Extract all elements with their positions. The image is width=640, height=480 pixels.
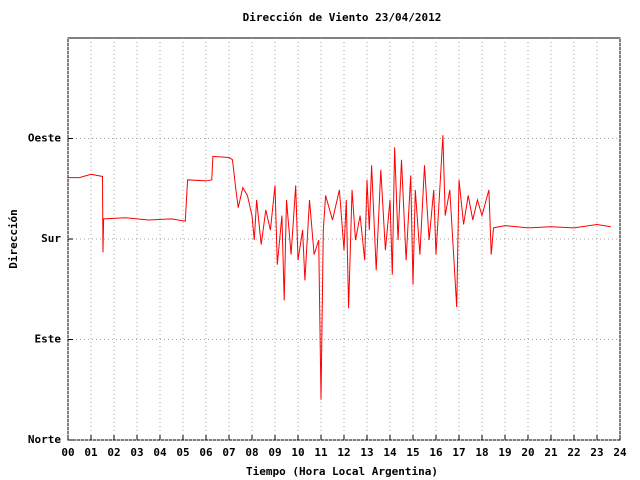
- x-tick-label: 03: [130, 446, 143, 459]
- data-line: [68, 135, 611, 400]
- x-tick-label: 05: [176, 446, 189, 459]
- x-tick-label: 16: [429, 446, 443, 459]
- x-tick-label: 12: [337, 446, 350, 459]
- y-tick-label: Este: [35, 333, 62, 346]
- x-tick-label: 22: [567, 446, 580, 459]
- y-tick-label: Norte: [28, 433, 61, 446]
- y-tick-label: Sur: [41, 232, 61, 245]
- x-axis-label: Tiempo (Hora Local Argentina): [246, 465, 438, 478]
- chart-title: Dirección de Viento 23/04/2012: [243, 11, 442, 24]
- x-tick-label: 24: [613, 446, 627, 459]
- y-tick-label: Oeste: [28, 132, 61, 145]
- x-tick-label: 20: [521, 446, 534, 459]
- x-tick-label: 18: [475, 446, 488, 459]
- x-tick-label: 04: [153, 446, 167, 459]
- x-tick-label: 06: [199, 446, 213, 459]
- x-tick-label: 00: [61, 446, 74, 459]
- y-axis-label: Dirección: [7, 209, 20, 269]
- x-tick-label: 10: [291, 446, 304, 459]
- x-tick-label: 01: [84, 446, 98, 459]
- x-tick-label: 08: [245, 446, 258, 459]
- x-tick-label: 15: [406, 446, 419, 459]
- x-tick-label: 13: [360, 446, 373, 459]
- x-tick-label: 09: [268, 446, 281, 459]
- x-tick-label: 02: [107, 446, 120, 459]
- x-tick-label: 11: [314, 446, 328, 459]
- x-tick-label: 23: [590, 446, 603, 459]
- x-tick-label: 21: [544, 446, 558, 459]
- x-tick-label: 07: [222, 446, 235, 459]
- x-tick-label: 19: [498, 446, 511, 459]
- x-tick-label: 14: [383, 446, 397, 459]
- x-tick-label: 17: [452, 446, 465, 459]
